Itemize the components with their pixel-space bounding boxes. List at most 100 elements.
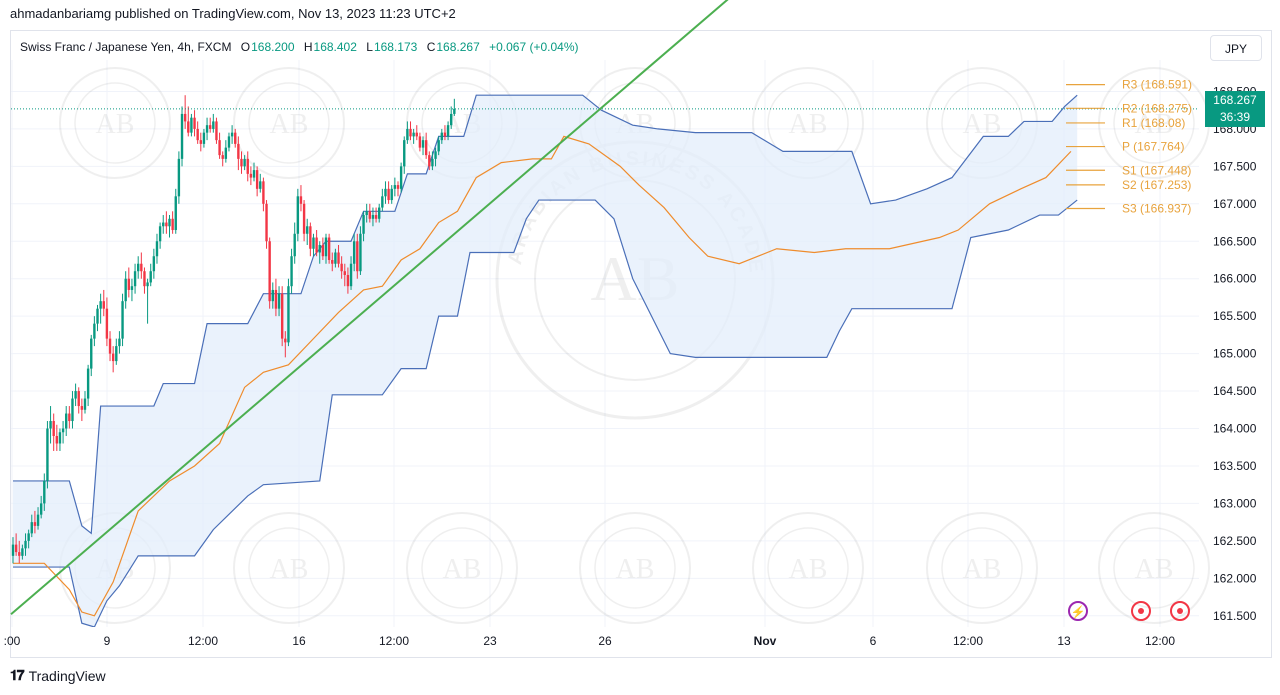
candle [93,316,96,347]
event-dot-icon[interactable] [1170,601,1190,621]
candle-body [14,544,18,553]
y-tick-label: 162.000 [1213,571,1257,585]
candle [68,406,71,429]
candle [446,121,450,141]
candle [296,188,300,242]
candle-body [418,136,422,148]
candle [340,256,343,279]
candle-body [43,480,46,504]
y-tick-label: 165.000 [1213,347,1257,361]
candle-body [146,282,149,287]
candle-body [428,155,431,167]
candle-body [268,241,271,302]
lightning-icon[interactable]: ⚡ [1068,601,1088,621]
candle [90,334,93,377]
candle-body [443,132,447,137]
candle-body [111,353,115,362]
candle [146,278,149,324]
candle-body [284,338,287,343]
candle-body [46,428,49,481]
candle [187,106,190,137]
candle [208,117,212,133]
candle [118,331,121,354]
candle-body [302,203,306,234]
candle-body [162,222,165,227]
candle [299,185,303,212]
bar-countdown: 36:39 [1219,110,1251,124]
candle [190,113,193,137]
candle [327,233,331,264]
candle-body [237,143,240,159]
candle [280,286,284,347]
candle [83,391,87,414]
tradingview-logo[interactable]: 𝟏𝟕 TradingView [10,667,106,684]
currency-button[interactable]: JPY [1210,35,1262,61]
candle-body [86,368,90,399]
candle [74,383,77,407]
candle-body [450,113,453,126]
watermark-seal: AB [1098,512,1210,624]
candle-body [412,132,415,137]
candle-body [352,241,356,264]
candle [140,252,143,279]
candle [205,117,209,141]
open-label: O [240,40,251,54]
candle-body [362,215,365,234]
candle [58,428,62,451]
candle-body [65,413,68,429]
candle [371,207,375,227]
candle-body [193,117,196,129]
watermark-seal: AB [233,512,345,624]
watermark-seal: AB [752,512,864,624]
candle [284,331,287,358]
candle [431,151,434,171]
candle [287,278,290,347]
y-tick-label: 163.500 [1213,459,1257,473]
y-tick-label: 164.500 [1213,384,1257,398]
x-tick-label: Nov [754,634,777,648]
x-tick-label: 16 [292,634,306,648]
candle-body [446,125,450,137]
watermark-logo-text: AB [789,109,828,140]
candle-body [324,237,328,257]
watermark-seal: AB [579,512,691,624]
candle [46,421,49,489]
candle [409,121,412,141]
pivot-label: S3 (166.937) [1122,202,1191,216]
symbol-name: Swiss Franc / Japanese Yen, 4h, FXCM [20,40,232,54]
candle-body [356,241,359,272]
candle [356,233,359,279]
candle-body [434,151,437,159]
candle-body [121,301,124,339]
watermark-logo-text: AB [616,554,655,585]
x-tick-label: 12:00 [1145,634,1175,648]
y-tick-label: 162.500 [1213,534,1257,548]
candle [271,282,274,309]
candle [168,215,171,238]
candle [99,293,102,324]
candle-body [33,522,37,526]
candle-body [212,121,215,129]
candle-body [312,237,315,249]
open-value: 168.200 [251,40,295,54]
candle [362,211,365,242]
event-dot-icon[interactable] [1131,601,1151,621]
candle-body [280,293,284,339]
high-value: 168.402 [313,40,357,54]
candle-body [403,140,406,167]
candle [268,237,271,309]
candle [334,248,337,268]
candle-body [102,301,105,309]
candle [71,391,74,429]
candle-body [180,113,184,159]
candle-body [227,136,231,148]
candle-body [359,233,362,272]
candle [259,173,262,193]
candle [227,132,231,152]
watermark-logo-text: AB [96,109,135,140]
candle [224,140,228,163]
candle [249,166,253,186]
x-tick-label: 26 [598,634,612,648]
candle-body [83,398,87,410]
